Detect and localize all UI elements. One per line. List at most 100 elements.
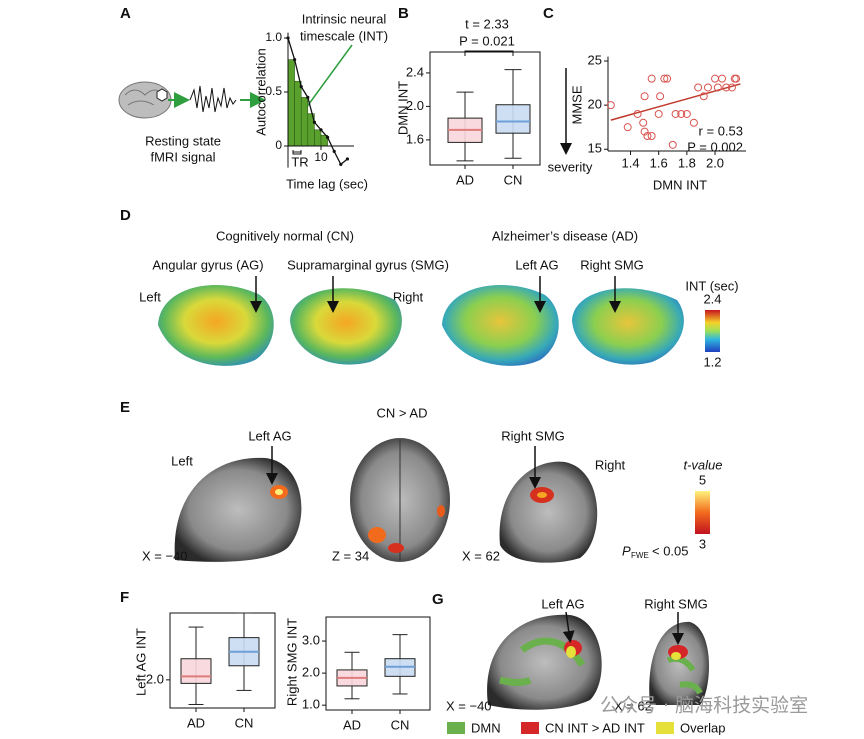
region-label: Left AG bbox=[515, 257, 558, 272]
y-tick-label: 2.0 bbox=[406, 98, 424, 113]
point bbox=[689, 118, 698, 127]
acf-point bbox=[299, 85, 303, 89]
colorbar-tick-label: 3 bbox=[699, 536, 706, 551]
contrast-label: CN > AD bbox=[377, 405, 428, 420]
acf-point bbox=[332, 149, 336, 153]
region-label: Right SMG bbox=[501, 428, 565, 443]
acf-point bbox=[306, 95, 310, 99]
threshold-symbol: P bbox=[622, 543, 631, 558]
point bbox=[727, 83, 736, 92]
point bbox=[647, 132, 656, 141]
slice-label: X = −40 bbox=[142, 548, 188, 563]
bar bbox=[294, 80, 302, 147]
x-tick-label: 2.0 bbox=[706, 155, 724, 170]
point bbox=[640, 127, 649, 136]
panel-label: C bbox=[543, 5, 554, 22]
threshold-subscript: FWE bbox=[631, 551, 649, 560]
x-tick-label: CN bbox=[235, 715, 254, 730]
legend-label: DMN bbox=[471, 720, 501, 735]
caption: fMRI signal bbox=[150, 149, 215, 164]
point bbox=[647, 74, 656, 83]
point bbox=[663, 74, 672, 83]
y-tick-label: 15 bbox=[588, 141, 602, 156]
y-tick-label: 2.0 bbox=[302, 665, 320, 680]
y-tick-label: 1.0 bbox=[302, 697, 320, 712]
x-tick-label: 1.6 bbox=[650, 155, 668, 170]
panel-label: G bbox=[432, 591, 444, 608]
point bbox=[654, 109, 663, 118]
point bbox=[668, 140, 677, 149]
legend-swatch bbox=[521, 722, 539, 734]
axis-label: Time lag (sec) bbox=[286, 176, 368, 191]
group-title: Alzheimer’s disease (AD) bbox=[492, 228, 638, 243]
box bbox=[495, 104, 531, 134]
slice-label: X = −40 bbox=[446, 698, 492, 713]
stat: r = 0.53 bbox=[699, 123, 743, 138]
caption: timescale (INT) bbox=[300, 28, 388, 43]
acf-point bbox=[345, 157, 349, 161]
y-tick-label: 3.0 bbox=[302, 632, 320, 647]
point bbox=[660, 74, 669, 83]
x-tick-label: AD bbox=[187, 715, 205, 730]
x-tick-label: 1.4 bbox=[621, 155, 639, 170]
point bbox=[623, 123, 632, 132]
axis-label: DMN INT bbox=[653, 177, 707, 192]
point bbox=[732, 74, 741, 83]
caption: Intrinsic neural bbox=[302, 11, 387, 26]
colorbar-title: t-value bbox=[683, 457, 722, 472]
colorbar bbox=[705, 310, 720, 352]
point bbox=[606, 101, 615, 110]
plot-frame bbox=[169, 612, 276, 709]
x-tick-label: 10 bbox=[314, 150, 328, 164]
point bbox=[633, 109, 642, 118]
annotation: severity bbox=[548, 159, 593, 174]
box bbox=[180, 658, 212, 684]
bar bbox=[314, 129, 322, 147]
point bbox=[703, 83, 712, 92]
tr-bracket bbox=[292, 150, 302, 155]
y-tick-label: 2.4 bbox=[406, 64, 424, 79]
acf-point bbox=[293, 58, 297, 62]
plot-frame bbox=[325, 616, 431, 711]
colorbar bbox=[695, 491, 710, 534]
side-label: Left bbox=[139, 289, 161, 304]
caption: Resting state bbox=[145, 133, 221, 148]
point bbox=[671, 109, 680, 118]
legend-label: CN INT > AD INT bbox=[545, 720, 645, 735]
axis-label: MMSE bbox=[569, 85, 584, 124]
side-label: Right bbox=[595, 457, 626, 472]
bar bbox=[300, 97, 309, 147]
colorbar-title: INT (sec) bbox=[685, 278, 738, 293]
fit-line bbox=[610, 83, 741, 121]
x-tick-label: CN bbox=[504, 172, 523, 187]
group-title: Cognitively normal (CN) bbox=[216, 228, 354, 243]
y-tick-label: 1.6 bbox=[406, 131, 424, 146]
y-tick-label: 0.5 bbox=[265, 84, 282, 98]
bar bbox=[287, 59, 295, 147]
y-tick-label: 25 bbox=[588, 52, 602, 67]
point bbox=[639, 118, 648, 127]
threshold-text: < 0.05 bbox=[652, 543, 689, 558]
axis-label: Autocorrelation bbox=[253, 48, 268, 135]
legend-swatch bbox=[447, 722, 465, 734]
region-label: Left AG bbox=[541, 596, 584, 611]
legend-label: Overlap bbox=[680, 720, 726, 735]
panel-label: A bbox=[120, 5, 131, 22]
panel-label: E bbox=[120, 399, 130, 416]
axis-label: Right SMG INT bbox=[284, 618, 299, 706]
stat: t = 2.33 bbox=[465, 16, 509, 31]
y-tick-label: 0 bbox=[275, 138, 282, 152]
side-label: Left bbox=[171, 453, 193, 468]
point bbox=[718, 74, 727, 83]
bracket bbox=[464, 50, 514, 56]
colorbar-tick-label: 1.2 bbox=[703, 354, 721, 369]
annotation: TR bbox=[291, 154, 308, 169]
acf-point bbox=[339, 162, 343, 166]
point bbox=[711, 74, 720, 83]
slice-label: X = 62 bbox=[462, 548, 500, 563]
axis-label: Left AG INT bbox=[133, 628, 148, 696]
point bbox=[722, 83, 731, 92]
panel-label: B bbox=[398, 5, 409, 22]
acf-point bbox=[312, 120, 316, 124]
point bbox=[656, 92, 665, 101]
